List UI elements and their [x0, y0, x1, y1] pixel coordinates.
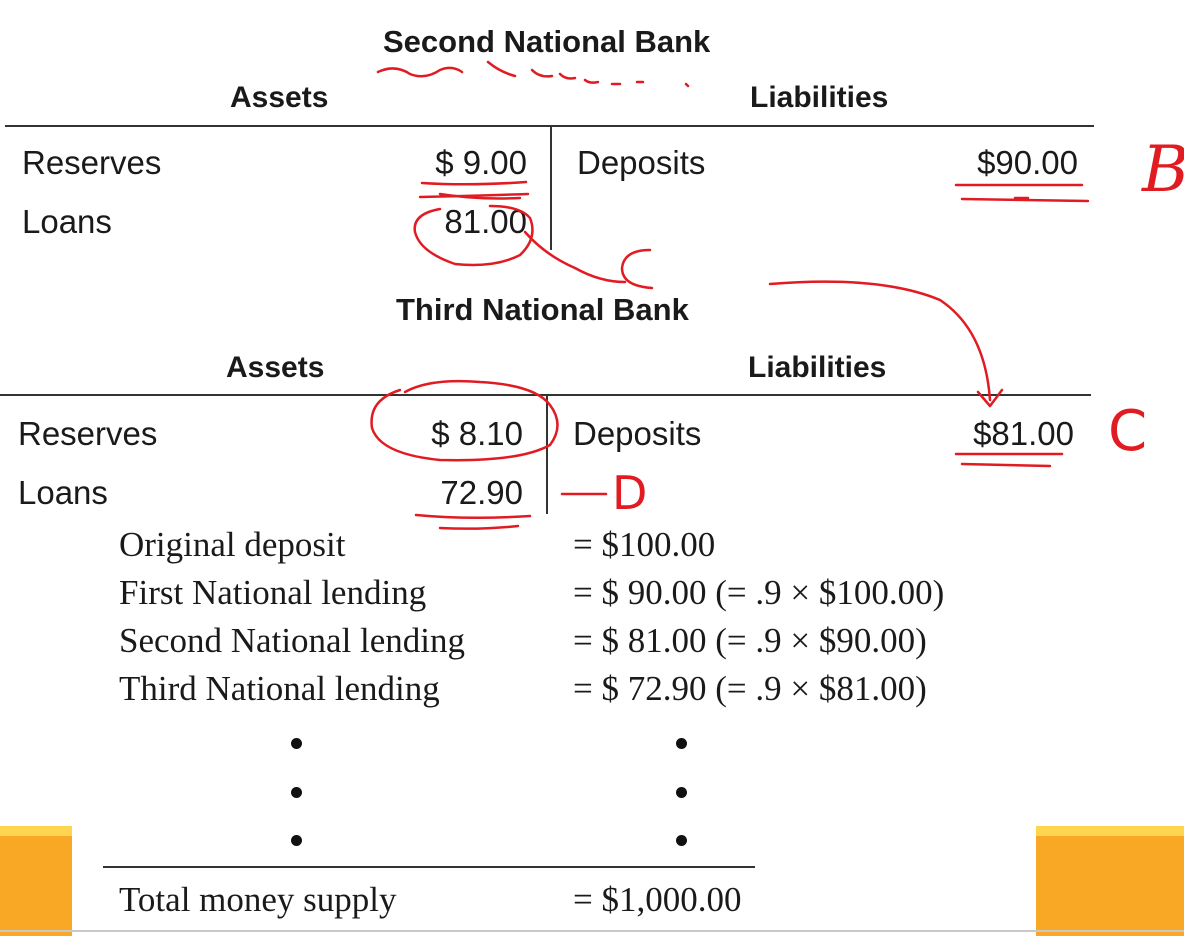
circle-loans-second	[413, 204, 534, 267]
third-bank-title: Third National Bank	[396, 292, 689, 327]
ellipsis-dot	[676, 787, 687, 798]
ellipsis-dot	[291, 835, 302, 846]
third-bank-reserves-label: Reserves	[18, 415, 158, 452]
calc-label-total: Total money supply	[119, 880, 397, 919]
handwritten-mark-b: B	[1142, 138, 1184, 202]
second-bank-deposits-label: Deposits	[577, 144, 706, 181]
ellipsis-dot	[676, 835, 687, 846]
slide-bottom-edge	[0, 930, 1184, 932]
underline-loans-third	[414, 513, 532, 530]
third-bank-horizontal-rule	[0, 394, 1091, 396]
c-near-loans	[620, 248, 654, 290]
arrow-to-third-deposits	[768, 280, 1004, 408]
third-bank-loans-value: 72.90	[440, 474, 523, 511]
total-rule	[103, 866, 755, 868]
third-bank-loans-label: Loans	[18, 474, 108, 511]
calc-label-third-national: Third National lending	[119, 669, 440, 708]
second-bank-title: Second National Bank	[383, 24, 711, 59]
second-bank-liabilities-heading: Liabilities	[750, 81, 889, 114]
left-accent-bar	[0, 826, 72, 936]
calc-label-first-national: First National lending	[119, 573, 427, 612]
calc-value-total: = $1,000.00	[573, 880, 742, 919]
right-accent-bar-highlight	[1036, 826, 1184, 836]
calc-value-original-deposit: = $100.00	[573, 525, 716, 564]
second-bank-reserves-label: Reserves	[22, 144, 162, 181]
squiggle-under-title	[376, 60, 690, 88]
ellipsis-dot	[676, 738, 687, 749]
third-bank-assets-heading: Assets	[226, 351, 325, 384]
second-bank-horizontal-rule	[5, 125, 1094, 127]
underline-reserves-second	[418, 180, 530, 200]
second-bank-reserves-value: $ 9.00	[435, 144, 527, 181]
calc-value-second-national: = $ 81.00 (= .9 × $90.00)	[573, 621, 927, 660]
calc-value-first-national: = $ 90.00 (= .9 × $100.00)	[573, 573, 945, 612]
handwritten-mark-d: D	[612, 466, 648, 520]
third-bank-vertical-rule	[546, 394, 548, 514]
ellipsis-dot	[291, 787, 302, 798]
second-bank-vertical-rule	[550, 125, 552, 250]
calc-value-third-national: = $ 72.90 (= .9 × $81.00)	[573, 669, 927, 708]
left-accent-bar-highlight	[0, 826, 72, 836]
arrow-loans-to-c	[523, 230, 627, 284]
calc-label-original-deposit: Original deposit	[119, 525, 346, 564]
third-bank-deposits-label: Deposits	[573, 415, 702, 452]
handwritten-mark-c-deposits: C	[1108, 399, 1148, 464]
circle-reserves-third	[370, 379, 559, 462]
second-bank-assets-heading: Assets	[230, 81, 329, 114]
third-bank-deposits-value: $81.00	[973, 415, 1074, 452]
ellipsis-dot	[291, 738, 302, 749]
underline-deposits-third	[954, 452, 1064, 468]
second-bank-deposits-value: $90.00	[977, 144, 1078, 181]
underline-deposits-second	[954, 183, 1090, 203]
third-bank-reserves-value: $ 8.10	[431, 415, 523, 452]
third-bank-liabilities-heading: Liabilities	[748, 351, 887, 384]
second-bank-loans-label: Loans	[22, 203, 112, 240]
right-accent-bar	[1036, 826, 1184, 936]
calc-label-second-national: Second National lending	[119, 621, 466, 660]
